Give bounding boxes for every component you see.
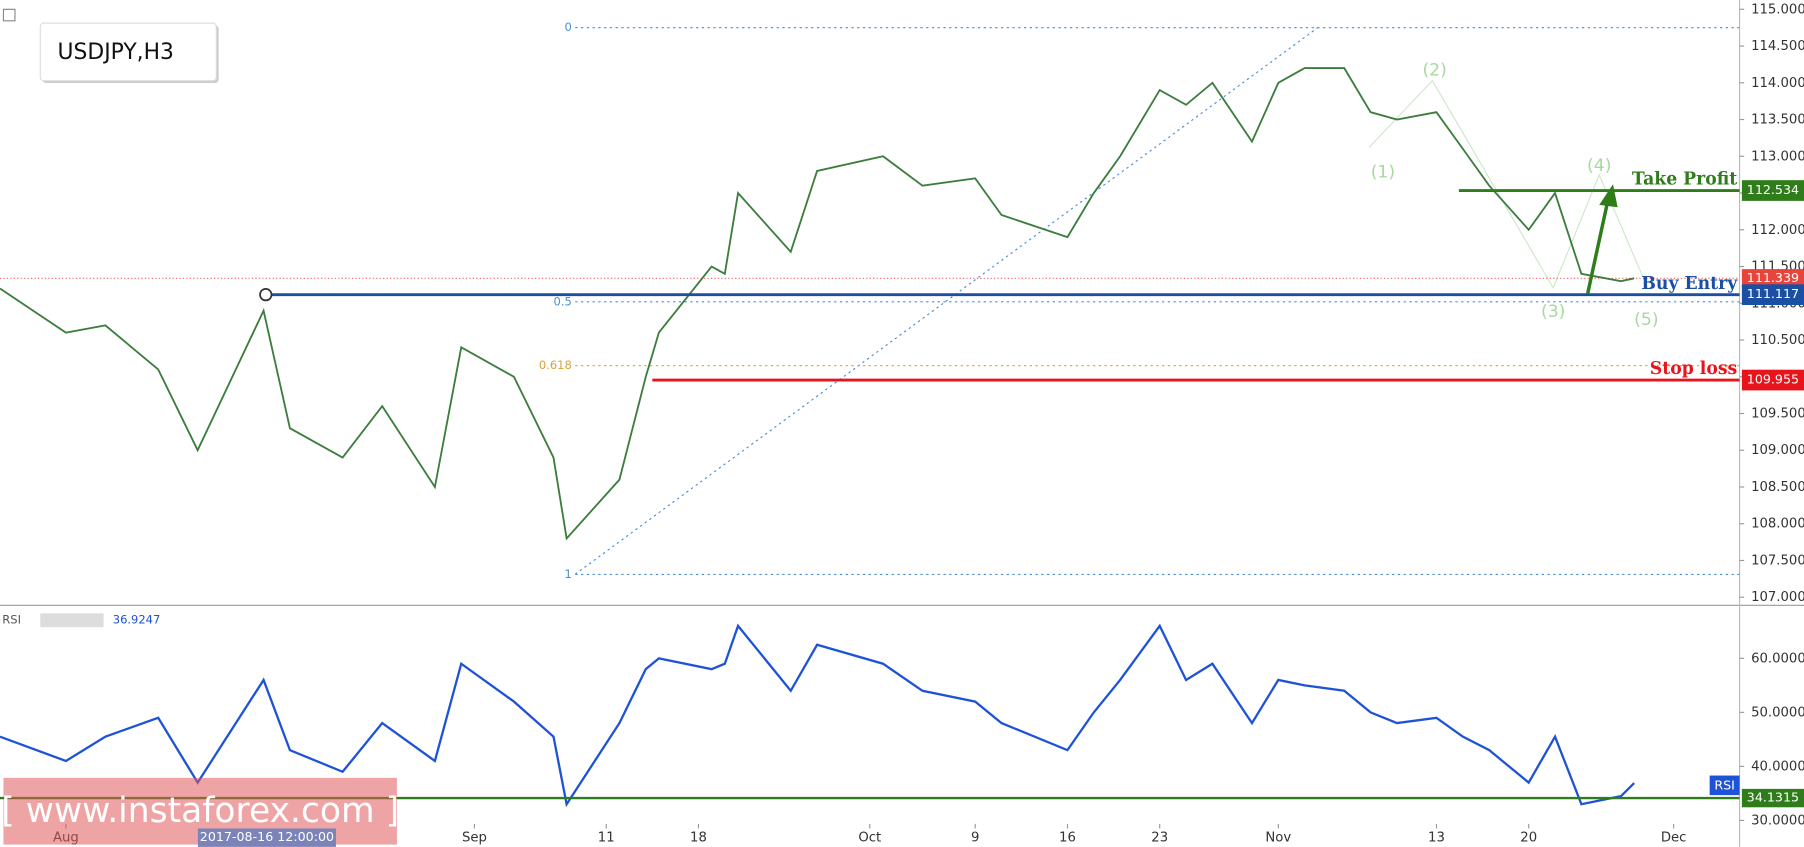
y-tick-label: 40.0000 bbox=[1751, 759, 1804, 774]
x-tick-label: 9 bbox=[971, 831, 979, 846]
x-tick-label: Sep bbox=[462, 831, 487, 846]
y-tick-label: 110.500 bbox=[1751, 333, 1804, 348]
y-tick-label: 50.0000 bbox=[1751, 705, 1804, 720]
level-tag bbox=[1741, 369, 1804, 391]
rsi-level-tag bbox=[1741, 788, 1804, 808]
wave-label: (5) bbox=[1634, 310, 1658, 330]
title-box bbox=[39, 22, 217, 82]
x-tick-label: Nov bbox=[1265, 831, 1291, 846]
rsi-current-value: 36.9247 bbox=[113, 613, 161, 627]
fib-label: 1 bbox=[564, 567, 571, 581]
y-tick-label: 113.500 bbox=[1751, 113, 1804, 128]
level-tag-text: 109.955 bbox=[1747, 372, 1799, 387]
y-tick-label: 60.0000 bbox=[1751, 651, 1804, 666]
level-tag-text: 111.117 bbox=[1747, 286, 1799, 301]
rsi-legend-icons[interactable] bbox=[40, 613, 104, 628]
rsi-level-text: 34.1315 bbox=[1747, 790, 1799, 805]
level-label: Stop loss bbox=[1650, 359, 1737, 379]
rsi-badge bbox=[1709, 775, 1740, 796]
wave-path bbox=[1368, 79, 1649, 290]
y-tick-label: 114.500 bbox=[1751, 39, 1804, 54]
last-price-tag bbox=[1741, 269, 1804, 288]
x-tick-label: 11 bbox=[598, 831, 615, 846]
series-line bbox=[0, 67, 1635, 541]
crosshair-date: 2017-08-16 12:00:00 bbox=[200, 829, 334, 844]
symbol-title: USDJPY,H3 bbox=[58, 40, 174, 65]
x-tick-label: 20 bbox=[1520, 831, 1537, 846]
collapse-icon[interactable] bbox=[2, 8, 16, 22]
level-tag-text: 112.534 bbox=[1747, 182, 1799, 197]
y-tick-label: 109.500 bbox=[1751, 406, 1804, 421]
crosshair-date-box bbox=[197, 828, 336, 847]
x-tick-label: 18 bbox=[690, 831, 707, 846]
y-tick-label: 109.000 bbox=[1751, 443, 1804, 458]
fib-trend-line bbox=[574, 24, 1322, 575]
fib-label: 0 bbox=[564, 20, 571, 34]
wave-label: (2) bbox=[1422, 60, 1446, 80]
x-tick-label: Oct bbox=[858, 831, 881, 846]
x-tick-label: Dec bbox=[1661, 831, 1687, 846]
y-tick-label: 114.000 bbox=[1751, 76, 1804, 91]
y-tick-label: 107.000 bbox=[1751, 590, 1804, 605]
wave-label: (4) bbox=[1587, 156, 1611, 176]
x-tick-label: 16 bbox=[1059, 831, 1076, 846]
x-tick-label: 23 bbox=[1151, 831, 1168, 846]
level-label: Take Profit bbox=[1632, 170, 1737, 190]
y-tick-label: 113.000 bbox=[1751, 149, 1804, 164]
y-tick-label: 107.500 bbox=[1751, 553, 1804, 568]
y-tick-label: 112.000 bbox=[1751, 223, 1804, 238]
level-tag bbox=[1741, 284, 1804, 306]
target-arrowhead bbox=[1599, 184, 1618, 208]
series-line bbox=[0, 623, 1635, 808]
level-label: Buy Entry bbox=[1641, 274, 1738, 294]
x-tick-label: 13 bbox=[1428, 831, 1445, 846]
entry-anchor bbox=[259, 288, 273, 302]
y-tick-label: 115.000 bbox=[1751, 2, 1804, 17]
rsi-badge-text: RSI bbox=[1714, 777, 1735, 792]
target-arrow bbox=[1586, 197, 1611, 294]
fib-label: 0.618 bbox=[539, 358, 572, 372]
fib-label: 0.5 bbox=[554, 294, 572, 308]
y-tick-label: 108.500 bbox=[1751, 480, 1804, 495]
y-tick-label: 30.0000 bbox=[1751, 813, 1804, 828]
level-tag bbox=[1741, 180, 1804, 201]
wave-label: (3) bbox=[1541, 302, 1565, 322]
wave-label: (1) bbox=[1371, 163, 1395, 183]
watermark: [ www.instaforex.com ] bbox=[1, 791, 399, 831]
y-tick-label: 108.000 bbox=[1751, 517, 1804, 532]
last-price-text: 111.339 bbox=[1747, 270, 1799, 285]
rsi-legend: RSI bbox=[2, 613, 21, 627]
